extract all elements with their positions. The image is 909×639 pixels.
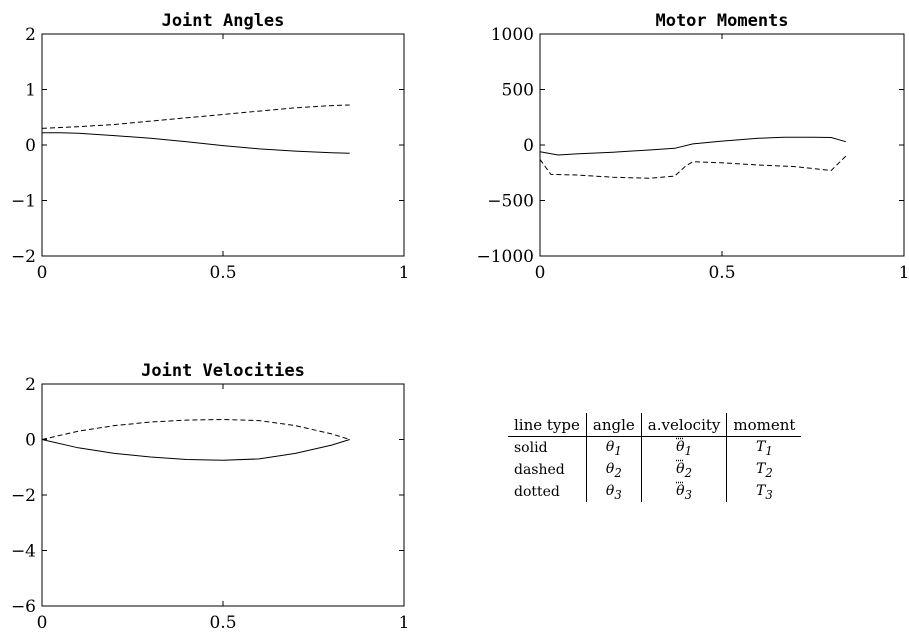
header-line-type: line type xyxy=(508,413,587,437)
y-tick-label: 500 xyxy=(502,81,534,101)
row-moment: T3 xyxy=(726,480,802,503)
row-velocity: θ2 xyxy=(640,458,727,481)
y-tick-label: −2 xyxy=(11,247,36,267)
x-tick-label: 0.5 xyxy=(209,613,236,633)
y-tick-label: 0 xyxy=(25,136,36,156)
legend-table: line type angle a.velocity moment solid … xyxy=(508,413,802,503)
header-moment: moment xyxy=(726,413,802,437)
series-line-dashed xyxy=(539,155,847,179)
y-tick-label: −1000 xyxy=(476,247,534,267)
row-velocity: θ1 xyxy=(640,436,727,459)
row-line-type: dotted xyxy=(514,483,560,500)
chart-title: Joint Angles xyxy=(162,11,285,31)
row-velocity: θ3 xyxy=(640,480,727,503)
plot-frame xyxy=(41,33,405,257)
legend-header-row: line type angle a.velocity moment xyxy=(508,413,802,437)
y-tick-label: 1000 xyxy=(491,25,534,45)
row-angle: θ2 xyxy=(585,458,642,481)
chart-title: Joint Velocities xyxy=(141,361,305,381)
plot-frame xyxy=(41,383,405,607)
legend-row: solid θ1 θ1 T1 xyxy=(508,436,802,459)
header-angle: angle xyxy=(585,413,642,437)
row-moment: T1 xyxy=(726,436,802,459)
y-tick-label: 0 xyxy=(25,431,36,451)
plot-frame xyxy=(539,33,905,257)
y-tick-label: −2 xyxy=(11,486,36,506)
row-line-type: dashed xyxy=(514,462,565,479)
chart-title: Motor Moments xyxy=(655,11,788,31)
row-line-type: solid xyxy=(514,440,548,457)
x-tick-label: 0 xyxy=(535,263,546,283)
y-tick-label: −500 xyxy=(487,192,534,212)
row-angle: θ3 xyxy=(585,480,642,503)
x-tick-label: 0.5 xyxy=(209,263,236,283)
series-line-solid xyxy=(539,136,846,156)
y-tick-label: 2 xyxy=(25,375,36,395)
legend-row: dashed θ2 θ2 T2 xyxy=(508,458,802,481)
y-tick-label: −4 xyxy=(11,542,36,562)
y-tick-label: −1 xyxy=(11,192,36,212)
series-line-dashed xyxy=(41,418,350,440)
y-tick-label: 2 xyxy=(25,25,36,45)
series-line-solid xyxy=(42,132,350,154)
y-tick-label: 0 xyxy=(523,136,534,156)
x-tick-label: 0.5 xyxy=(708,263,735,283)
series-line-dashed xyxy=(41,104,350,129)
x-tick-label: 1 xyxy=(899,263,909,283)
x-tick-label: 1 xyxy=(399,613,410,633)
x-tick-label: 1 xyxy=(399,263,410,283)
legend-row: dotted θ3 θ3 T3 xyxy=(508,480,802,503)
series-line-solid xyxy=(41,439,350,461)
row-moment: T2 xyxy=(726,458,802,481)
x-tick-label: 0 xyxy=(37,613,48,633)
y-tick-label: 1 xyxy=(25,81,36,101)
header-velocity: a.velocity xyxy=(640,413,727,437)
y-tick-label: −6 xyxy=(11,597,36,617)
row-angle: θ1 xyxy=(585,436,642,459)
x-tick-label: 0 xyxy=(37,263,48,283)
